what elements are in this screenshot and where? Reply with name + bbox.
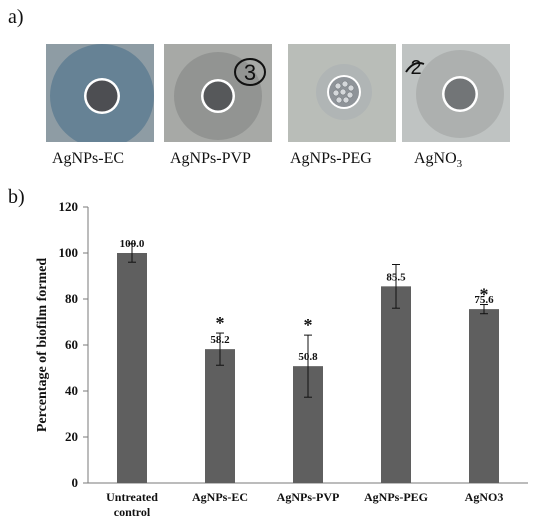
data-label: 50.8: [298, 351, 318, 363]
data-label: 58.2: [210, 334, 230, 346]
significance-marker: *: [216, 313, 225, 333]
x-tick-label: AgNPs-PVP: [277, 490, 340, 504]
photo-caption-agnps-pvp: AgNPs-PVP: [170, 150, 251, 167]
bar: [205, 349, 235, 483]
x-tick-label: Untreated control: [106, 490, 158, 519]
y-tick-label: 60: [65, 337, 78, 352]
x-tick-label: AgNPs-EC: [192, 490, 248, 504]
bar: [469, 309, 499, 483]
y-tick-label: 100: [59, 245, 79, 260]
photo-caption-agnps-ec: AgNPs-EC: [52, 150, 125, 167]
photo-mark: 2: [410, 57, 421, 79]
photo-caption-agno3: AgNO3: [414, 150, 463, 171]
y-tick-label: 80: [65, 291, 78, 306]
y-axis-label: Percentage of biofilm formed: [35, 258, 50, 433]
photo-agnps-ec: [46, 44, 154, 142]
y-tick-label: 20: [65, 429, 78, 444]
significance-marker: *: [304, 315, 313, 335]
photo-caption-agnps-peg: AgNPs-PEG: [290, 150, 372, 167]
x-tick-label: AgNO3: [465, 490, 504, 504]
panel-b-label: b): [8, 186, 25, 208]
y-tick-label: 0: [72, 475, 79, 490]
data-label: 85.5: [386, 271, 406, 283]
y-tick-label: 40: [65, 383, 78, 398]
photo-agnps-pvp: 3: [164, 44, 272, 142]
y-tick-label: 120: [59, 199, 79, 214]
data-label: 100.0: [120, 238, 145, 250]
significance-marker: *: [480, 285, 489, 305]
bar: [381, 286, 411, 483]
x-tick-label: AgNPs-PEG: [364, 490, 428, 504]
photo-agno3: 2: [402, 44, 510, 142]
panel-a-label: a): [8, 6, 24, 28]
photo-agnps-peg: [288, 44, 396, 142]
photo-mark: 3: [244, 60, 256, 85]
data-label: 75.6: [474, 294, 494, 306]
bar: [117, 253, 147, 483]
